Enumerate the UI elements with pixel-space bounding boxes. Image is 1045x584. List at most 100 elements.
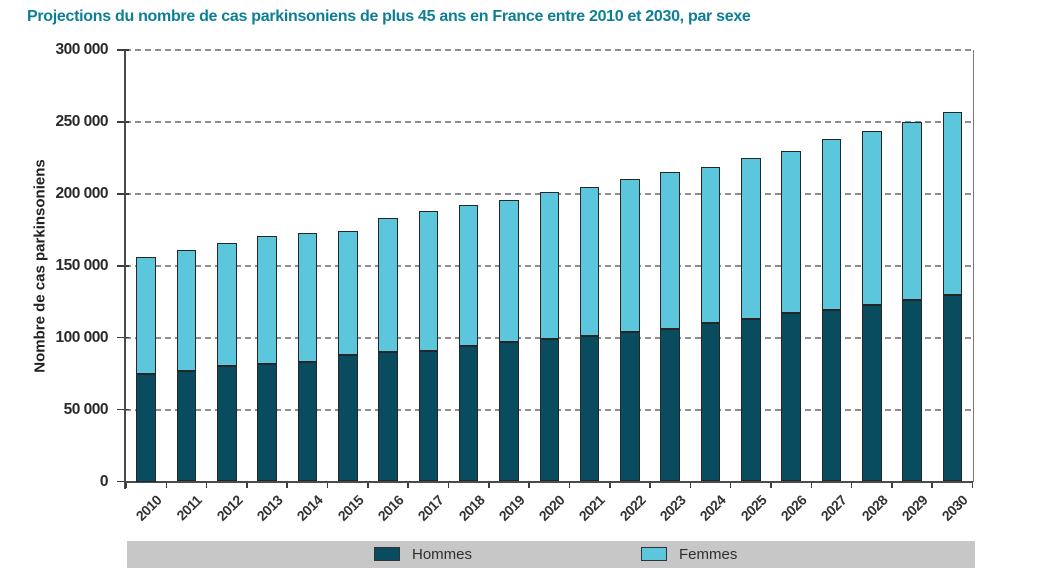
x-tick-18 xyxy=(850,482,853,488)
bar-2020-hommes-segment xyxy=(539,339,560,482)
y-tick-label-300000: 300 000 xyxy=(55,41,108,58)
bar-2024-femmes-segment xyxy=(700,166,721,324)
x-axis-label-2021: 2021 xyxy=(576,492,608,524)
bar-2015-femmes-segment xyxy=(338,231,358,355)
bar-2020-femmes-segment xyxy=(539,192,560,340)
x-axis-label-2011: 2011 xyxy=(173,492,205,524)
x-axis-line xyxy=(123,480,973,483)
bar-2029-hommes-segment xyxy=(902,300,922,482)
bar-2025-hommes-segment xyxy=(741,318,761,482)
bar-2024-hommes-segment xyxy=(700,323,721,482)
bar-2028-femmes-segment xyxy=(862,130,882,305)
x-axis-label-2017: 2017 xyxy=(414,492,447,524)
x-axis-label-2014: 2014 xyxy=(293,492,326,524)
x-axis-label-2023: 2023 xyxy=(656,492,689,524)
bar-2022-hommes-segment xyxy=(620,331,640,482)
legend-bar: Hommes Femmes xyxy=(127,541,975,568)
x-axis-label-2022: 2022 xyxy=(616,492,649,524)
x-tick-16 xyxy=(770,482,772,488)
bar-2013-hommes-segment xyxy=(257,363,277,482)
bar-2010-hommes-segment xyxy=(136,373,156,482)
y-gridline-300000 xyxy=(124,49,973,51)
legend-label-hommes: Hommes xyxy=(412,546,473,563)
x-tick-9 xyxy=(488,482,490,488)
y-tick-150000 xyxy=(117,264,129,267)
bar-2010-femmes-segment xyxy=(136,257,156,374)
x-tick-12 xyxy=(608,482,611,488)
x-axis-label-2020: 2020 xyxy=(535,492,568,524)
bar-2014-hommes-segment xyxy=(297,362,318,482)
bar-2030-femmes-segment xyxy=(942,111,963,295)
x-axis-label-2024: 2024 xyxy=(696,492,729,524)
x-tick-15 xyxy=(729,482,732,488)
bar-2012-hommes-segment xyxy=(217,366,237,482)
y-tick-50000 xyxy=(117,408,129,411)
x-axis-label-2025: 2025 xyxy=(737,492,770,524)
x-tick-4 xyxy=(286,482,289,488)
y-tick-250000 xyxy=(117,121,129,123)
y-tick-label-50000: 50 000 xyxy=(63,400,109,418)
bar-2026-hommes-segment xyxy=(781,313,801,482)
x-axis-label-2013: 2013 xyxy=(253,492,286,524)
bar-2018-hommes-segment xyxy=(458,346,479,482)
chart-title: Projections du nombre de cas parkinsonie… xyxy=(27,8,751,25)
bar-2028-hommes-segment xyxy=(862,304,882,482)
y-tick-100000 xyxy=(117,336,129,339)
y-tick-label-250000: 250 000 xyxy=(55,112,108,130)
x-tick-5 xyxy=(326,482,329,488)
y-tick-0 xyxy=(117,480,129,483)
x-tick-19 xyxy=(891,482,893,488)
bar-2017-femmes-segment xyxy=(418,211,439,351)
x-tick-10 xyxy=(528,482,530,488)
bar-2022-femmes-segment xyxy=(620,179,640,332)
bar-2027-femmes-segment xyxy=(821,139,842,311)
bar-2012-femmes-segment xyxy=(217,242,237,367)
x-axis-label-2012: 2012 xyxy=(213,492,246,524)
bar-2019-femmes-segment xyxy=(499,199,519,342)
bar-2017-hommes-segment xyxy=(418,350,439,482)
bar-2021-hommes-segment xyxy=(579,336,600,482)
x-tick-14 xyxy=(689,482,692,488)
bar-2025-femmes-segment xyxy=(741,157,761,319)
bar-2015-hommes-segment xyxy=(338,354,358,482)
x-tick-6 xyxy=(367,482,369,488)
bar-2023-hommes-segment xyxy=(660,329,680,482)
x-tick-8 xyxy=(447,482,450,488)
x-tick-7 xyxy=(407,482,409,488)
x-axis-label-2018: 2018 xyxy=(455,492,488,524)
bar-2026-femmes-segment xyxy=(781,150,801,314)
x-tick-20 xyxy=(931,482,934,488)
bar-2027-hommes-segment xyxy=(821,310,842,482)
x-axis-label-2030: 2030 xyxy=(938,492,971,524)
bar-2019-hommes-segment xyxy=(499,341,519,482)
x-axis-label-2026: 2026 xyxy=(777,492,810,524)
x-tick-0 xyxy=(125,482,127,488)
bar-2029-femmes-segment xyxy=(902,121,922,301)
x-axis-label-2029: 2029 xyxy=(898,492,931,524)
legend-swatch-femmes xyxy=(641,547,667,561)
y-gridline-250000 xyxy=(124,120,973,123)
bar-2011-hommes-segment xyxy=(176,370,197,482)
bar-2016-femmes-segment xyxy=(378,218,398,353)
x-tick-13 xyxy=(649,482,651,488)
x-axis-label-2016: 2016 xyxy=(374,492,407,524)
bar-2011-femmes-segment xyxy=(176,249,197,371)
y-tick-200000 xyxy=(117,193,129,195)
y-tick-label-100000: 100 000 xyxy=(55,328,108,346)
bar-2023-femmes-segment xyxy=(660,172,680,330)
y-tick-300000 xyxy=(117,49,129,51)
y-tick-label-150000: 150 000 xyxy=(55,256,108,274)
y-tick-label-0: 0 xyxy=(99,472,109,490)
x-tick-1 xyxy=(165,482,168,488)
bar-2021-femmes-segment xyxy=(579,186,600,337)
bar-2018-femmes-segment xyxy=(458,205,479,347)
x-tick-17 xyxy=(810,482,813,488)
x-axis-label-2015: 2015 xyxy=(334,492,367,524)
plot-right-border xyxy=(972,50,974,482)
legend-swatch-hommes xyxy=(374,547,400,561)
bar-2013-femmes-segment xyxy=(257,235,277,364)
legend-label-femmes: Femmes xyxy=(679,546,738,563)
y-tick-label-200000: 200 000 xyxy=(55,184,108,202)
y-axis-line xyxy=(123,50,126,489)
